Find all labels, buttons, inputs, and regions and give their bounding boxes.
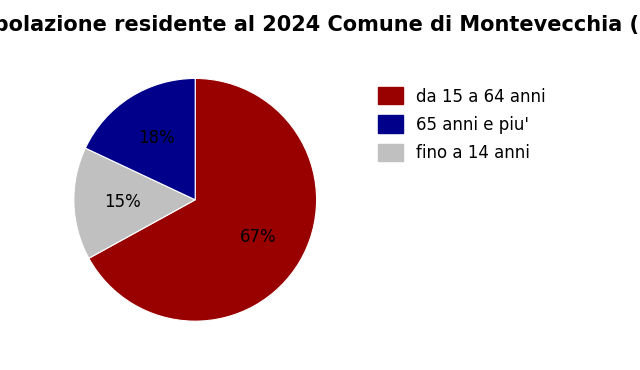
Wedge shape [85, 78, 195, 200]
Text: 67%: 67% [239, 228, 276, 246]
Text: Popolazione residente al 2024 Comune di Montevecchia (LC): Popolazione residente al 2024 Comune di … [0, 15, 640, 35]
Text: 15%: 15% [104, 193, 141, 211]
Legend: da 15 a 64 anni, 65 anni e piu', fino a 14 anni: da 15 a 64 anni, 65 anni e piu', fino a … [373, 83, 551, 167]
Text: 18%: 18% [138, 130, 175, 147]
Wedge shape [89, 78, 317, 321]
Wedge shape [74, 148, 195, 258]
